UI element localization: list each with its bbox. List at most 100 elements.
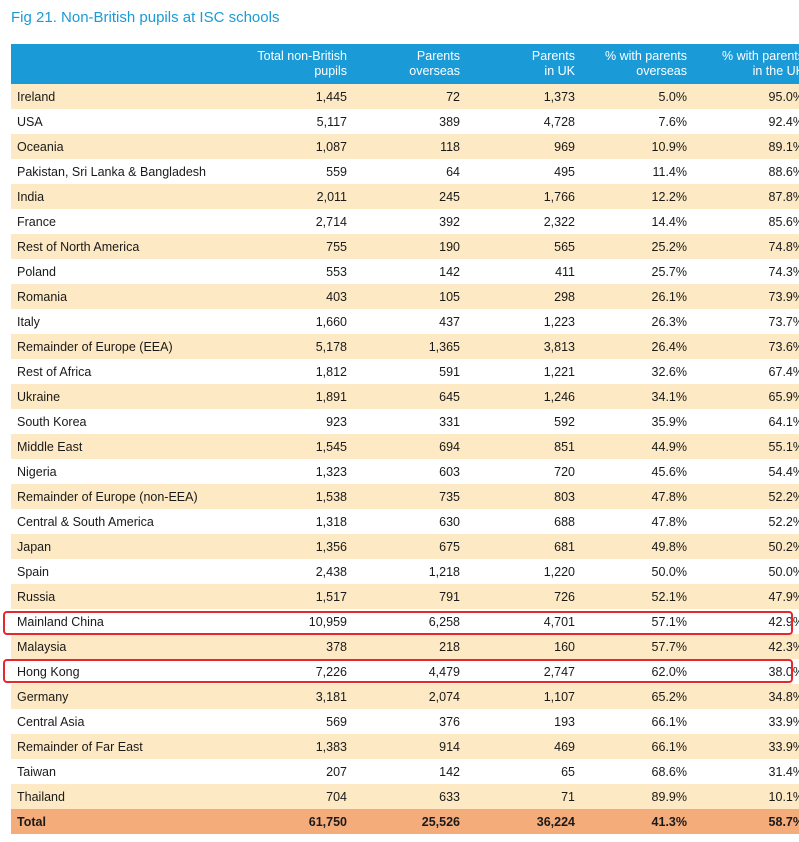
table-row: South Korea 923 331 592 35.9% 64.1% (11, 409, 799, 434)
table-row: Hong Kong 7,226 4,479 2,747 62.0% 38.0% (11, 659, 799, 684)
total-pupils: 61,750 (308, 814, 347, 829)
pct-overseas: 89.9% (651, 789, 687, 804)
total-pupils: 207 (326, 764, 347, 779)
pct-uk: 47.9% (768, 589, 799, 604)
pct-overseas: 14.4% (651, 214, 687, 229)
pct-overseas: 47.8% (651, 514, 687, 529)
total-pupils: 1,891 (315, 389, 347, 404)
region-name: Rest of North America (17, 239, 140, 254)
table-row: France 2,714 392 2,322 14.4% 85.6% (11, 209, 799, 234)
pct-overseas: 44.9% (651, 439, 687, 454)
parents-overseas: 914 (439, 739, 460, 754)
total-pct-overseas: 41.3% (651, 814, 687, 829)
region-name: Ireland (17, 89, 56, 104)
region-name: France (17, 214, 56, 229)
pct-uk: 55.1% (768, 439, 799, 454)
region-name: India (17, 189, 45, 204)
table-row: Nigeria 1,323 603 720 45.6% 54.4% (11, 459, 799, 484)
table-row: Germany 3,181 2,074 1,107 65.2% 34.8% (11, 684, 799, 709)
pct-overseas: 26.4% (651, 339, 687, 354)
parents-overseas: 645 (439, 389, 460, 404)
pct-overseas: 49.8% (651, 539, 687, 554)
region-name: Rest of Africa (17, 364, 92, 379)
pct-overseas: 26.3% (651, 314, 687, 329)
table-row: Pakistan, Sri Lanka & Bangladesh 559 64 495… (11, 159, 799, 184)
pct-uk: 52.2% (768, 489, 799, 504)
pct-overseas: 57.1% (651, 614, 687, 629)
region-name: Remainder of Europe (EEA) (17, 339, 173, 354)
pct-uk: 85.6% (768, 214, 799, 229)
parents-overseas: 245 (439, 189, 460, 204)
parents-in-uk: 1,107 (543, 689, 575, 704)
region-name: Taiwan (17, 764, 56, 779)
pct-overseas: 65.2% (651, 689, 687, 704)
header-parents-overseas: Parents overseas (409, 49, 460, 78)
region-name: Remainder of Far East (17, 739, 143, 754)
header-parents-in-uk: Parents in UK (531, 49, 575, 78)
parents-overseas: 331 (439, 414, 460, 429)
pupils-table: Total non-British pupils Parents overseas … (11, 44, 799, 834)
region-name: Ukraine (17, 389, 61, 404)
total-pupils: 923 (326, 414, 347, 429)
table-row: India 2,011 245 1,766 12.2% 87.8% (11, 184, 799, 209)
pct-uk: 73.9% (768, 289, 799, 304)
parents-overseas: 694 (439, 439, 460, 454)
parents-in-uk: 592 (554, 414, 575, 429)
parents-overseas: 142 (439, 264, 460, 279)
total-pupils: 378 (326, 639, 347, 654)
pct-uk: 74.3% (768, 264, 799, 279)
parents-in-uk: 4,728 (543, 114, 575, 129)
parents-in-uk: 726 (554, 589, 575, 604)
parents-overseas: 389 (439, 114, 460, 129)
pct-uk: 87.8% (768, 189, 799, 204)
pct-uk: 50.2% (768, 539, 799, 554)
total-label: Total (17, 814, 46, 829)
table-row: Ireland 1,445 72 1,373 5.0% 95.0% (11, 84, 799, 109)
pct-uk: 73.7% (768, 314, 799, 329)
parents-in-uk: 2,747 (543, 664, 575, 679)
total-pupils: 2,714 (315, 214, 347, 229)
total-pupils: 1,660 (315, 314, 347, 329)
parents-overseas: 633 (439, 789, 460, 804)
total-pupils: 2,011 (316, 189, 347, 204)
pct-uk: 89.1% (768, 139, 799, 154)
total-pupils: 1,545 (315, 439, 347, 454)
parents-overseas: 2,074 (428, 689, 460, 704)
pct-overseas: 32.6% (651, 364, 687, 379)
region-name: Hong Kong (17, 664, 80, 679)
pct-overseas: 5.0% (658, 89, 688, 104)
table-row: Romania 403 105 298 26.1% 73.9% (11, 284, 799, 309)
total-pupils: 1,318 (315, 514, 347, 529)
pct-uk: 95.0% (768, 89, 799, 104)
total-pupils: 5,178 (315, 339, 347, 354)
parents-overseas: 591 (439, 364, 460, 379)
parents-in-uk: 803 (554, 489, 575, 504)
table-row: Italy 1,660 437 1,223 26.3% 73.7% (11, 309, 799, 334)
total-row: Total 61,750 25,526 36,224 41.3% 58.7% (11, 809, 799, 834)
parents-in-uk: 969 (554, 139, 575, 154)
parents-overseas: 437 (439, 314, 460, 329)
parents-in-uk: 495 (554, 164, 575, 179)
parents-in-uk: 681 (554, 539, 575, 554)
total-pupils: 559 (326, 164, 347, 179)
pct-uk: 38.0% (768, 664, 799, 679)
pct-overseas: 68.6% (651, 764, 687, 779)
table-row: Remainder of Europe (non-EEA) 1,538 735 803… (11, 484, 799, 509)
parents-in-uk: 851 (554, 439, 575, 454)
table-row: Russia 1,517 791 726 52.1% 47.9% (11, 584, 799, 609)
parents-in-uk: 3,813 (543, 339, 575, 354)
table-row: Rest of Africa 1,812 591 1,221 32.6% 67.4% (11, 359, 799, 384)
parents-overseas: 791 (439, 589, 460, 604)
total-pupils: 1,538 (315, 489, 347, 504)
region-name: Nigeria (17, 464, 57, 479)
table-row: Remainder of Europe (EEA) 5,178 1,365 3,813… (11, 334, 799, 359)
pct-uk: 88.6% (768, 164, 799, 179)
total-pupils: 1,812 (315, 364, 347, 379)
pct-uk: 92.4% (768, 114, 799, 129)
parents-in-uk: 71 (561, 789, 575, 804)
table-row: USA 5,117 389 4,728 7.6% 92.4% (11, 109, 799, 134)
total-pupils: 704 (326, 789, 347, 804)
total-pupils: 569 (326, 714, 347, 729)
pct-overseas: 57.7% (651, 639, 687, 654)
parents-overseas: 118 (440, 139, 460, 154)
